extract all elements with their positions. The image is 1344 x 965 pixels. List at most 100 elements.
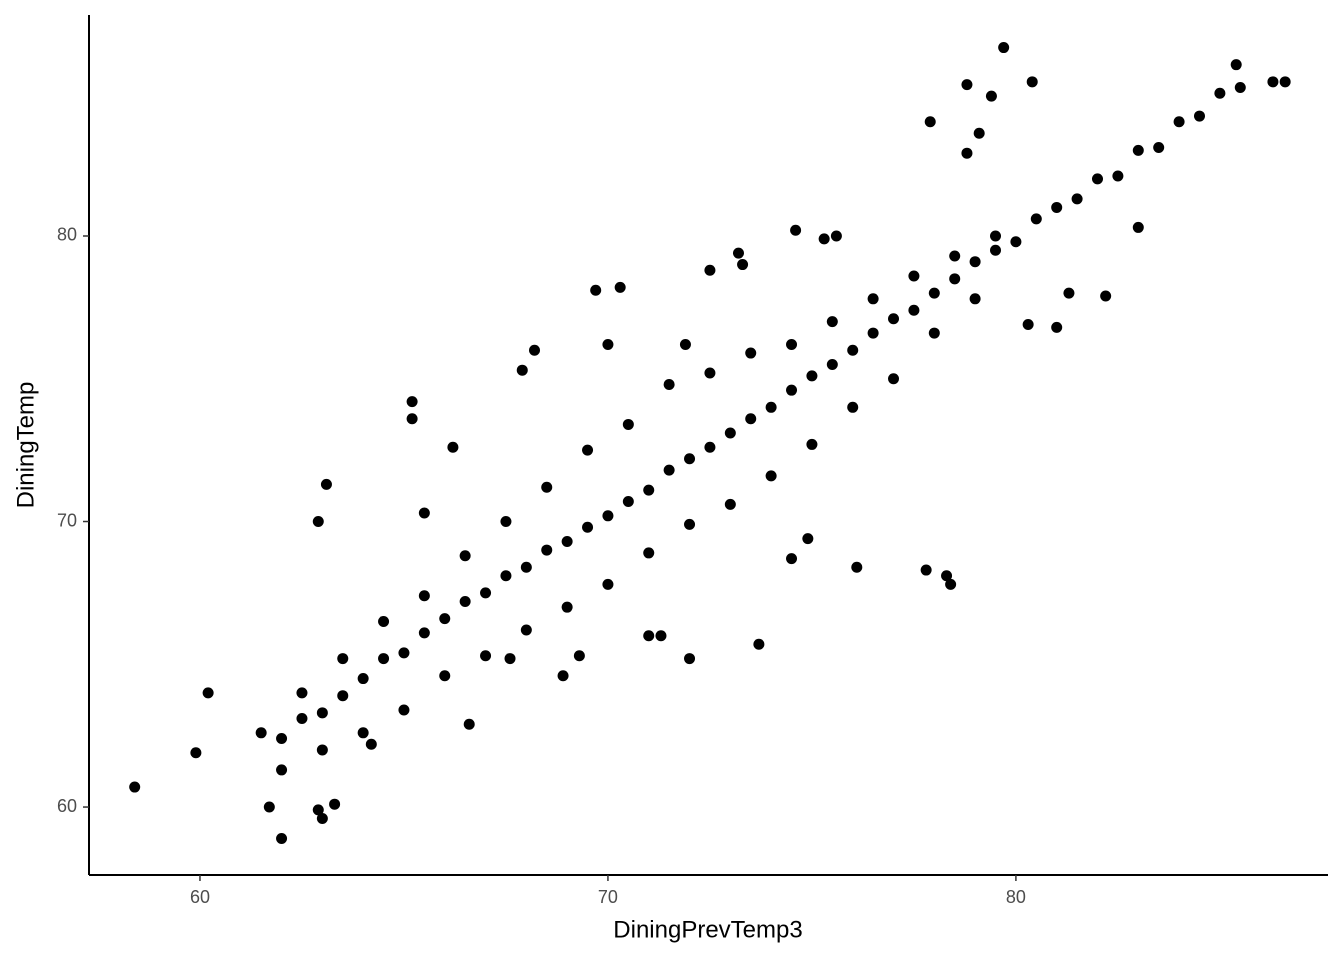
point — [582, 521, 594, 533]
point — [378, 653, 390, 665]
point — [745, 347, 757, 359]
point — [732, 247, 744, 259]
y-tick-label: 70 — [57, 510, 77, 530]
point — [541, 481, 553, 493]
point — [312, 804, 324, 816]
point — [622, 418, 634, 430]
point — [1063, 287, 1075, 299]
point — [316, 812, 328, 824]
point — [998, 42, 1010, 54]
point — [337, 653, 349, 665]
point — [765, 401, 777, 413]
point — [500, 516, 512, 528]
point — [1022, 319, 1034, 331]
point — [684, 518, 696, 530]
x-tick-label: 80 — [1006, 887, 1026, 907]
point — [1267, 76, 1279, 88]
point — [557, 670, 569, 682]
x-tick-label: 60 — [190, 887, 210, 907]
point — [520, 561, 532, 573]
point — [1279, 76, 1291, 88]
point — [961, 147, 973, 159]
point — [830, 230, 842, 242]
point — [255, 727, 267, 739]
point — [439, 670, 451, 682]
point — [1091, 173, 1103, 185]
point — [561, 536, 573, 548]
point — [949, 250, 961, 262]
point — [459, 550, 471, 562]
point — [1051, 201, 1063, 213]
point — [357, 727, 369, 739]
y-axis-title: DiningTemp — [12, 382, 39, 509]
point — [704, 367, 716, 379]
point — [655, 630, 667, 642]
point — [928, 327, 940, 339]
point — [920, 564, 932, 576]
point — [684, 453, 696, 465]
point — [329, 798, 341, 810]
point — [582, 444, 594, 456]
point — [643, 484, 655, 496]
point — [990, 244, 1002, 256]
point — [541, 544, 553, 556]
point — [643, 630, 655, 642]
point — [973, 127, 985, 139]
point — [337, 690, 349, 702]
point — [463, 718, 475, 730]
point — [276, 764, 288, 776]
point — [365, 738, 377, 750]
y-tick-label: 80 — [57, 225, 77, 245]
point — [378, 615, 390, 627]
point — [908, 304, 920, 316]
point — [1193, 110, 1205, 122]
point — [1173, 116, 1185, 128]
point — [867, 293, 879, 305]
point — [1234, 82, 1246, 94]
point — [602, 510, 614, 522]
point — [765, 470, 777, 482]
point — [312, 516, 324, 528]
point — [790, 224, 802, 236]
point — [888, 373, 900, 385]
point — [826, 358, 838, 370]
point — [1112, 170, 1124, 182]
point — [745, 413, 757, 425]
point — [1026, 76, 1038, 88]
point — [480, 650, 492, 662]
point — [1153, 141, 1165, 153]
point — [263, 801, 275, 813]
point — [398, 704, 410, 716]
point — [418, 590, 430, 602]
point — [704, 441, 716, 453]
point — [602, 338, 614, 350]
point — [516, 364, 528, 376]
y-tick-label: 60 — [57, 796, 77, 816]
point — [1132, 144, 1144, 156]
point — [945, 578, 957, 590]
point — [969, 293, 981, 305]
point — [622, 496, 634, 508]
point — [704, 264, 716, 276]
point — [684, 653, 696, 665]
point — [724, 498, 736, 510]
point — [985, 90, 997, 102]
point — [406, 396, 418, 408]
point — [1071, 193, 1083, 205]
point — [806, 370, 818, 382]
point — [439, 613, 451, 625]
point — [296, 713, 308, 725]
point — [724, 427, 736, 439]
point — [1010, 236, 1022, 248]
point — [614, 281, 626, 293]
point — [447, 441, 459, 453]
point — [398, 647, 410, 659]
point — [949, 273, 961, 285]
point — [418, 507, 430, 519]
point — [851, 561, 863, 573]
point — [320, 478, 332, 490]
point — [867, 327, 879, 339]
point — [504, 653, 516, 665]
